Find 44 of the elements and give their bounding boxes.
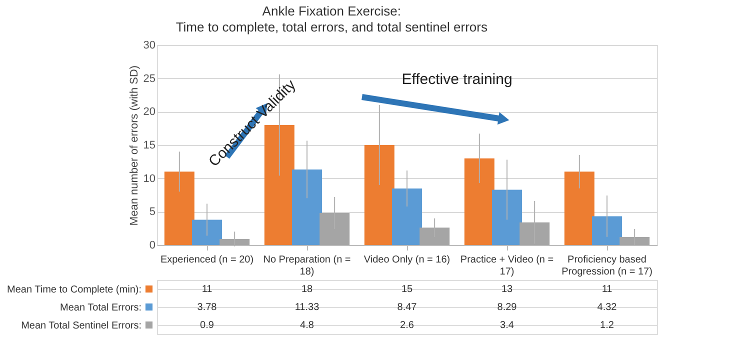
bar	[264, 125, 294, 245]
x-tick-label: Proficiency based Progression (n = 17)	[562, 254, 652, 278]
y-tick-label: 0	[149, 240, 156, 252]
bar	[292, 169, 322, 245]
data-label: 11.33	[294, 302, 320, 313]
bar	[164, 172, 194, 245]
x-tick-label: No Preparation (n = 18)	[263, 254, 351, 278]
data-label: 18	[301, 284, 313, 295]
data-label: 8.29	[497, 302, 518, 313]
data-label: 4.8	[300, 320, 314, 331]
data-label: 8.47	[397, 302, 418, 313]
y-tick-label: 5	[149, 206, 156, 218]
data-label: 4.32	[597, 302, 618, 313]
bar	[564, 172, 594, 245]
bar	[192, 220, 222, 245]
x-tick-label: Experienced (n = 20)	[160, 254, 254, 266]
data-label: 13	[501, 284, 513, 295]
chart-title: Ankle Fixation Exercise:	[262, 4, 402, 18]
bar	[364, 145, 394, 245]
legend-label: Mean Total Sentinel Errors:	[21, 320, 142, 332]
annotation: Effective training	[402, 71, 512, 88]
data-label: 1.2	[600, 320, 614, 331]
x-tick-label: Video Only (n = 16)	[364, 254, 450, 266]
x-tick-label: Practice + Video (n = 17)	[460, 254, 554, 278]
bar	[392, 188, 422, 245]
y-tick-label: 15	[143, 140, 156, 152]
chart-subtitle: Time to complete, total errors, and total sentinel errors	[176, 20, 488, 34]
legend-label: Mean Total Errors:	[60, 302, 142, 314]
data-label: 3.78	[197, 302, 218, 313]
data-label: 11	[202, 284, 213, 295]
y-tick-label: 30	[143, 40, 156, 52]
bar	[464, 158, 494, 245]
data-label: 2.6	[400, 320, 414, 331]
bar	[492, 190, 522, 245]
bar	[592, 216, 622, 245]
legend-label: Mean Time to Complete (min):	[7, 284, 142, 296]
data-label: 15	[401, 284, 413, 295]
y-axis-title: Mean number of errors (with SD)	[128, 65, 140, 226]
y-tick-label: 20	[143, 106, 156, 118]
data-label: 0.9	[200, 320, 214, 331]
data-label: 11	[602, 284, 613, 295]
data-label: 3.4	[500, 320, 514, 331]
y-tick-label: 25	[143, 72, 156, 85]
y-tick-label: 10	[143, 172, 156, 185]
